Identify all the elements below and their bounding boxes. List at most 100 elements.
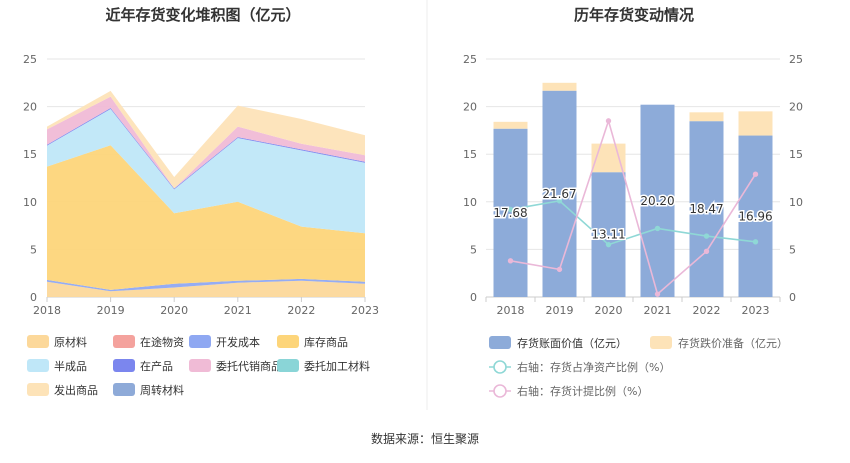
right-x-tick: 2019 — [546, 304, 574, 317]
right-x-tick: 2023 — [742, 304, 770, 317]
left-y-tick: 20 — [23, 101, 37, 114]
left-legend-label: 委托加工材料 — [304, 359, 370, 373]
bar-value-label: 18.47 — [689, 202, 723, 216]
right-y-tick: 0 — [470, 291, 477, 304]
left-y-tick: 0 — [30, 291, 37, 304]
line-point — [752, 171, 759, 177]
left-legend-swatch — [113, 335, 135, 348]
left-legend-swatch — [277, 335, 299, 348]
left-legend-label: 半成品 — [54, 359, 87, 373]
right-lines — [507, 118, 759, 297]
line-point — [605, 241, 612, 248]
left-legend-label: 发出商品 — [54, 383, 98, 397]
right-y-tick: 5 — [470, 243, 477, 256]
right-x-tick: 2020 — [595, 304, 623, 317]
area-series-4 — [47, 109, 365, 234]
line-point — [654, 291, 661, 297]
left-legend-swatch — [27, 335, 49, 348]
right-grid — [486, 58, 780, 298]
right-legend-swatch — [489, 336, 511, 349]
left-legend-label: 在产品 — [140, 359, 173, 373]
right-legend: 存货账面价值（亿元） 存货跌价准备（亿元） 右轴：存货占净资产比例（%） 右轴：存货计… — [489, 336, 788, 398]
left-legend-label: 开发成本 — [216, 335, 260, 349]
left-legend-swatch — [113, 383, 135, 396]
left-legend-swatch — [27, 383, 49, 396]
left-y-tick: 25 — [23, 53, 37, 66]
right-legend-marker — [493, 360, 507, 374]
right-y-axis: 0 5 10 15 20 25 — [463, 53, 477, 304]
bar-book-value — [738, 135, 773, 297]
right-legend-label: 存货跌价准备（亿元） — [678, 336, 788, 350]
left-legend-label: 库存商品 — [304, 335, 348, 349]
bar-impairment-reserve — [542, 82, 577, 91]
left-legend-swatch — [27, 359, 49, 372]
left-y-tick: 15 — [23, 148, 37, 161]
bar-book-value — [640, 104, 675, 297]
right-y2-tick: 10 — [789, 196, 803, 209]
right-legend-label: 存货账面价值（亿元） — [517, 336, 627, 350]
data-source: 数据来源：恒生聚源 — [371, 431, 479, 446]
left-legend-swatch — [277, 359, 299, 372]
bar-impairment-reserve — [689, 112, 724, 122]
right-y2-tick: 5 — [789, 243, 796, 256]
left-y-tick: 10 — [23, 196, 37, 209]
right-x-tick: 2018 — [497, 304, 525, 317]
right-legend-swatch — [650, 336, 672, 349]
right-y-tick: 25 — [463, 53, 477, 66]
line-point — [507, 206, 514, 213]
left-legend-label: 周转材料 — [140, 383, 184, 397]
left-chart-title: 近年存货变化堆积图（亿元） — [105, 6, 300, 24]
left-legend-swatch — [113, 359, 135, 372]
bar-value-label: 13.11 — [591, 228, 625, 242]
right-chart-title: 历年存货变动情况 — [574, 6, 694, 24]
bar-book-value — [689, 121, 724, 297]
left-legend-swatch — [189, 335, 211, 348]
left-x-tick: 2023 — [351, 304, 379, 317]
area-series-8 — [47, 90, 365, 189]
right-y2-tick: 15 — [789, 148, 803, 161]
area-series-0 — [47, 280, 365, 297]
line-point — [507, 258, 514, 264]
left-legend-swatch — [189, 359, 211, 372]
line-point — [654, 225, 661, 232]
left-x-tick: 2018 — [33, 304, 61, 317]
right-y2-tick: 25 — [789, 53, 803, 66]
area-series-2 — [47, 278, 365, 292]
right-bars — [493, 82, 773, 297]
area-series-3 — [47, 145, 365, 290]
line-point — [703, 248, 710, 255]
area-series-5 — [47, 108, 365, 190]
bar-impairment-reserve — [493, 121, 528, 129]
bar-value-label: 17.68 — [493, 206, 527, 220]
right-legend-label: 右轴：存货计提比例（%） — [517, 384, 648, 398]
right-y-tick: 15 — [463, 148, 477, 161]
left-legend-label: 在途物资 — [140, 335, 184, 349]
left-x-tick: 2020 — [160, 304, 188, 317]
right-bar-labels: 17.68 21.67 13.11 20.20 18.47 16.96 — [492, 185, 774, 243]
line-series-2 — [510, 118, 757, 296]
left-legend-label: 委托代销商品 — [216, 359, 282, 373]
right-legend-marker — [493, 384, 507, 398]
bar-impairment-reserve — [738, 111, 773, 136]
line-point — [703, 233, 710, 239]
line-point — [752, 239, 759, 245]
left-x-axis: 2018 2019 2020 2021 2022 2023 — [33, 297, 379, 317]
bar-book-value — [493, 128, 528, 297]
right-x-tick: 2022 — [693, 304, 721, 317]
right-chart: 历年存货变动情况 17.6821.6713.1120.2018.4716.96 … — [463, 6, 803, 398]
line-point — [556, 198, 563, 204]
left-areas — [47, 90, 365, 297]
left-y-axis: 0 5 10 15 20 25 — [23, 53, 37, 304]
bar-value-label: 21.67 — [542, 187, 576, 201]
right-y-tick: 10 — [463, 196, 477, 209]
bar-value-label: 20.20 — [640, 194, 674, 208]
right-y-tick: 20 — [463, 101, 477, 114]
right-y2-tick: 0 — [789, 291, 796, 304]
right-y2-tick: 20 — [789, 101, 803, 114]
left-x-tick: 2022 — [287, 304, 315, 317]
line-point — [605, 118, 612, 124]
left-y-tick: 5 — [30, 243, 37, 256]
